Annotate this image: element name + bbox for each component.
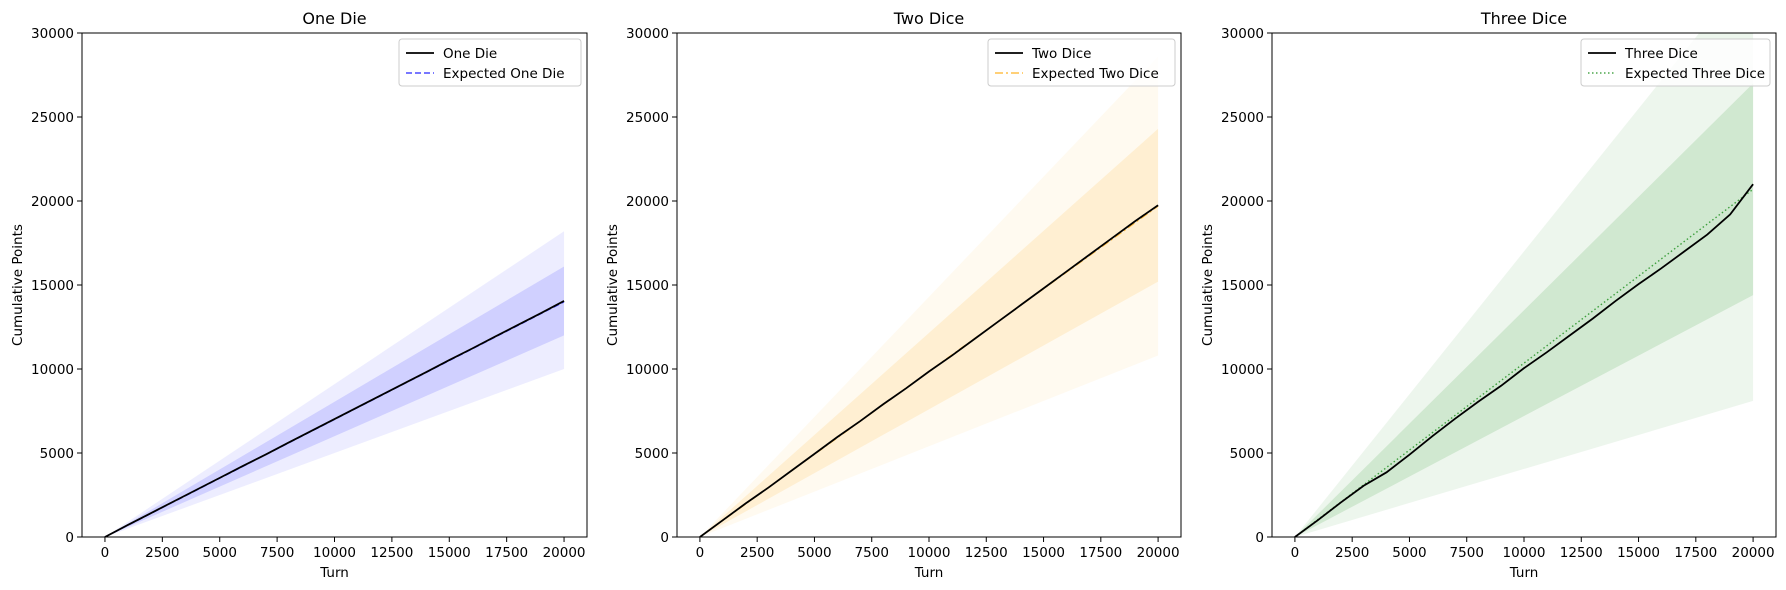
y-tick-label: 25000 (626, 110, 669, 126)
y-tick-label: 30000 (626, 26, 669, 42)
legend: Three Dice Expected Three Dice (1580, 38, 1771, 87)
y-tick-label: 30000 (31, 26, 74, 42)
legend-frame (987, 38, 1176, 87)
y-axis-label: Cumulative Points (10, 224, 26, 346)
x-tick-label: 15000 (1617, 545, 1660, 561)
legend: One Die Expected One Die (398, 38, 582, 87)
x-axis-label: Turn (914, 565, 944, 581)
y-tick-label: 5000 (635, 446, 669, 462)
x-tick-label: 7500 (260, 545, 294, 561)
y-tick-label: 15000 (626, 278, 669, 294)
y-tick-label: 10000 (1221, 362, 1264, 378)
x-tick-label: 20000 (1732, 545, 1775, 561)
x-tick-label: 17500 (1079, 545, 1122, 561)
x-tick-label: 7500 (1450, 545, 1484, 561)
y-tick-label: 10000 (31, 362, 74, 378)
plot-area (82, 33, 587, 537)
y-tick-label: 20000 (1221, 194, 1264, 210)
y-axis-label: Cumulative Points (605, 224, 621, 346)
confidence-band-1 (104, 231, 565, 537)
legend: Two Dice Expected Two Dice (987, 38, 1176, 87)
x-tick-label: 20000 (543, 545, 586, 561)
legend-label: Expected Two Dice (1032, 66, 1159, 82)
chart-title: Three Dice (1480, 9, 1567, 28)
y-tick-label: 30000 (1221, 26, 1264, 42)
x-tick-label: 15000 (428, 545, 471, 561)
y-tick-label: 0 (1255, 530, 1264, 546)
x-tick-label: 5000 (1392, 545, 1426, 561)
confidence-band-2 (1294, 83, 1754, 537)
y-tick-label: 25000 (31, 110, 74, 126)
x-tick-label: 2500 (1335, 545, 1369, 561)
y-tick-label: 25000 (1221, 110, 1264, 126)
x-tick-label: 15000 (1022, 545, 1065, 561)
y-axis-label: Cumulative Points (1200, 224, 1216, 346)
plot-marks (699, 56, 1159, 537)
x-tick-label: 20000 (1137, 545, 1180, 561)
x-tick-label: 0 (696, 545, 705, 561)
x-tick-label: 7500 (855, 545, 889, 561)
legend-label: Expected One Die (443, 66, 565, 82)
subplot-1: 0 2500 5000 7500 10000 12500 15000 17500 20000 0 5… (10, 9, 588, 581)
y-tick-label: 20000 (31, 194, 74, 210)
y-tick-label: 0 (660, 530, 669, 546)
actual-line-3 (1294, 183, 1754, 537)
confidence-band-2 (104, 266, 565, 537)
legend-label: Two Dice (1031, 46, 1091, 62)
y-tick-label: 15000 (31, 278, 74, 294)
legend-frame (1580, 38, 1771, 87)
x-tick-label: 5000 (203, 545, 237, 561)
x-tick-label: 2500 (145, 545, 179, 561)
x-axis-label: Turn (319, 565, 349, 581)
x-tick-label: 12500 (965, 545, 1008, 561)
plot-area (677, 33, 1181, 537)
x-tick-label: 2500 (740, 545, 774, 561)
x-tick-label: 5000 (797, 545, 831, 561)
y-tick-label: 15000 (1221, 278, 1264, 294)
plot-area (1272, 33, 1776, 537)
subplot-3: 0 2500 5000 7500 10000 12500 15000 17500 20000 0 5… (1200, 9, 1777, 581)
chart-title: Two Dice (893, 9, 965, 28)
plot-marks (1294, 33, 1754, 537)
x-tick-label: 12500 (370, 545, 413, 561)
x-tick-label: 10000 (313, 545, 356, 561)
x-tick-label: 10000 (1503, 545, 1546, 561)
confidence-band-1 (1294, 33, 1754, 537)
x-tick-label: 0 (1291, 545, 1300, 561)
legend-label: One Die (443, 46, 497, 62)
x-tick-label: 17500 (1674, 545, 1717, 561)
x-tick-label: 0 (101, 545, 110, 561)
plot-marks (104, 231, 565, 537)
x-tick-label: 17500 (485, 545, 528, 561)
subplot-2: 0 2500 5000 7500 10000 12500 15000 17500 20000 0 5… (605, 9, 1182, 581)
confidence-band-2 (699, 128, 1159, 537)
y-tick-label: 10000 (626, 362, 669, 378)
y-tick-label: 5000 (40, 446, 74, 462)
legend-frame (398, 38, 582, 87)
x-tick-label: 10000 (908, 545, 951, 561)
y-tick-label: 5000 (1230, 446, 1264, 462)
confidence-band-1 (699, 56, 1159, 537)
chart-title: One Die (302, 9, 366, 28)
legend-label: Three Dice (1624, 46, 1698, 62)
actual-line-2 (699, 204, 1159, 537)
x-tick-label: 12500 (1560, 545, 1603, 561)
y-tick-label: 0 (65, 530, 74, 546)
y-tick-label: 20000 (626, 194, 669, 210)
legend-label: Expected Three Dice (1625, 66, 1765, 82)
actual-line-1 (104, 300, 565, 537)
x-axis-label: Turn (1509, 565, 1539, 581)
